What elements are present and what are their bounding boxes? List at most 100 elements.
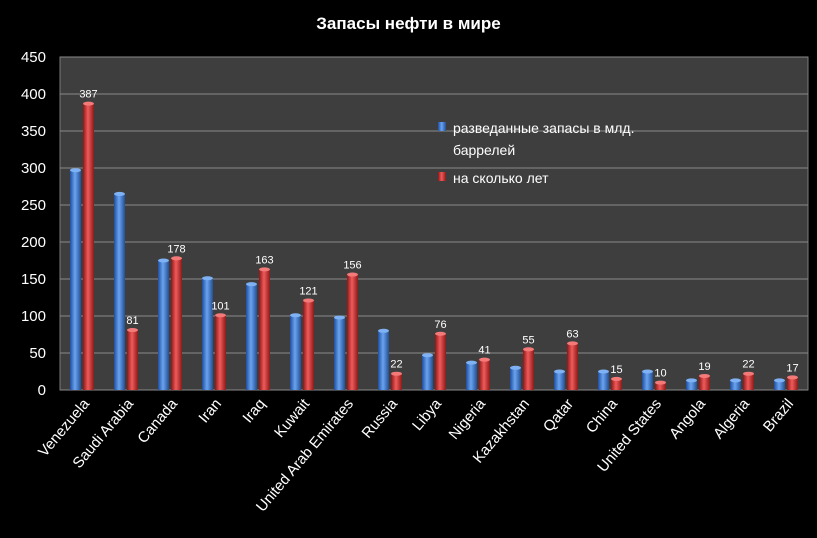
bar-years-cap [259, 267, 270, 272]
bar-years [435, 333, 446, 390]
x-category-label: Canada [134, 395, 181, 447]
bar-years-cap [655, 380, 666, 385]
bar-reserves-cap [70, 168, 81, 173]
data-label: 17 [786, 362, 798, 374]
bar-reserves [510, 367, 521, 390]
y-tick-label: 0 [38, 382, 46, 399]
bar-reserves-cap [202, 276, 213, 281]
x-category-label: Qatar [540, 396, 577, 436]
y-tick-label: 100 [21, 308, 46, 325]
bar-reserves-cap [114, 191, 125, 196]
bar-years [655, 382, 666, 390]
bars [70, 101, 798, 391]
x-category-label: Kuwait [271, 395, 313, 441]
chart-title: Запасы нефти в мире [316, 14, 501, 33]
data-label: 22 [742, 359, 754, 371]
data-label: 156 [343, 260, 361, 272]
x-category-label: Brazil [760, 396, 797, 436]
bar-years-cap [347, 272, 358, 277]
bar-reserves [466, 362, 477, 390]
bar-reserves [378, 330, 389, 390]
bar-reserves [730, 380, 741, 390]
bar-years [567, 343, 578, 390]
data-label: 15 [610, 364, 622, 376]
bar-reserves [686, 380, 697, 390]
bar-reserves [774, 380, 785, 390]
bar-reserves-cap [686, 378, 697, 383]
bar-reserves-cap [466, 360, 477, 365]
data-label: 76 [434, 319, 446, 331]
bar-reserves [246, 284, 257, 390]
bar-years [787, 377, 798, 390]
bar-reserves [114, 193, 125, 390]
bar-years [743, 373, 754, 390]
legend-swatch-blue [438, 122, 446, 131]
bar-years [303, 300, 314, 390]
plot-area [59, 56, 809, 391]
bar-years [611, 378, 622, 390]
bar-years [479, 359, 490, 390]
bar-reserves-cap [554, 369, 565, 374]
legend-swatch-red [438, 172, 446, 181]
bar-years-cap [435, 331, 446, 336]
x-category-label: China [583, 395, 622, 436]
data-label: 121 [299, 285, 317, 297]
data-labels: 387 81 178 101 163 121 156 22 76 41 55 63 15 10 19 22 17 [79, 89, 798, 380]
y-tick-label: 50 [29, 345, 46, 362]
x-category-label: Angola [666, 395, 709, 442]
bar-reserves [598, 371, 609, 390]
bar-reserves-cap [246, 282, 257, 287]
bar-years [699, 375, 710, 390]
bar-reserves [70, 170, 81, 390]
bar-years [171, 258, 182, 390]
bar-years [127, 330, 138, 390]
legend: разведанные запасы в млд. баррелей на ск… [438, 120, 634, 186]
bar-reserves [158, 260, 169, 390]
y-tick-label: 450 [21, 49, 46, 66]
bar-reserves-cap [642, 369, 653, 374]
y-tick-label: 200 [21, 234, 46, 251]
bar-years [391, 373, 402, 390]
bar-years-cap [743, 371, 754, 376]
data-label: 101 [211, 300, 229, 312]
data-label: 22 [390, 359, 402, 371]
bar-years-cap [523, 347, 534, 352]
bar-years-cap [215, 313, 226, 318]
bar-years-cap [303, 298, 314, 303]
bar-years-cap [171, 256, 182, 261]
bar-reserves-cap [378, 328, 389, 333]
data-label: 19 [698, 361, 710, 373]
data-label: 163 [255, 254, 273, 266]
bar-reserves-cap [422, 353, 433, 358]
x-category-label: Algeria [710, 395, 753, 442]
y-tick-label: 400 [21, 86, 46, 103]
bar-years-cap [567, 341, 578, 346]
x-category-label: Iran [195, 396, 225, 427]
gridlines [60, 56, 808, 391]
bar-years-cap [611, 376, 622, 381]
data-label: 10 [654, 368, 666, 380]
bar-reserves-cap [158, 258, 169, 263]
bar-years-cap [787, 375, 798, 380]
bar-years-cap [127, 328, 138, 333]
bar-reserves-cap [598, 369, 609, 374]
bar-reserves [290, 315, 301, 390]
x-category-label: Russia [359, 395, 402, 442]
data-label: 387 [79, 89, 97, 101]
bar-years [83, 103, 94, 391]
bar-reserves-cap [510, 365, 521, 370]
bar-reserves-cap [334, 315, 345, 320]
y-axis-ticks: 0 50 100 150 200 250 300 350 400 450 [21, 49, 46, 399]
x-category-label: Libya [409, 395, 445, 434]
bar-reserves [202, 278, 213, 390]
legend-label-reserves-line1: разведанные запасы в млд. [453, 120, 634, 136]
legend-label-reserves-line2: баррелей [453, 142, 515, 158]
bar-years [347, 274, 358, 390]
x-category-label: Iraq [239, 396, 269, 427]
bar-reserves [642, 371, 653, 390]
bar-reserves [422, 355, 433, 390]
bar-reserves-cap [774, 378, 785, 383]
